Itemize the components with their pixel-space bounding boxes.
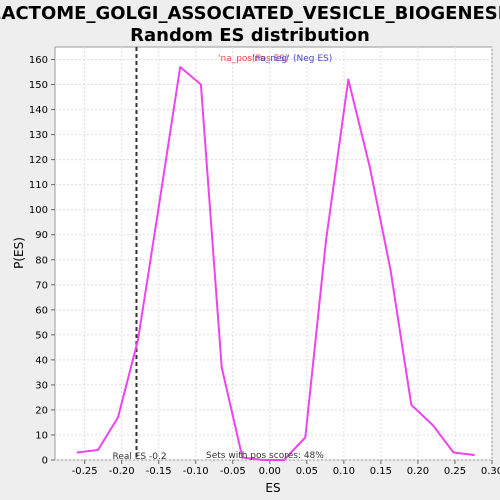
- y-tick-label: 100: [29, 205, 48, 216]
- series-point: [262, 459, 264, 461]
- series-point: [410, 404, 413, 406]
- y-tick-label: 120: [29, 155, 48, 166]
- x-tick-label: -0.05: [220, 466, 246, 477]
- legend-pos-es: (Pos ES): [252, 54, 289, 64]
- series-points: [76, 66, 476, 461]
- series-point: [304, 436, 307, 439]
- series-point: [368, 166, 371, 168]
- series-point: [389, 268, 392, 271]
- gridlines: [55, 47, 493, 461]
- x-tick-label: 0.15: [370, 466, 392, 477]
- series-point: [283, 459, 285, 461]
- y-tick-label: 10: [35, 430, 48, 441]
- y-tick-label: 130: [29, 130, 48, 141]
- x-axis-label: ES: [265, 481, 280, 495]
- y-tick-label: 150: [29, 80, 48, 91]
- chart-title-line2: Random ES distribution: [130, 25, 370, 46]
- legend-pos-name: 'na_pos': [218, 54, 255, 64]
- x-tick-label: 0.10: [333, 466, 355, 477]
- y-tick-label: 0: [42, 456, 48, 467]
- y-tick-label: 50: [35, 330, 48, 341]
- x-axis-ticks: -0.25 -0.20 -0.15 -0.10 -0.05 0.00 0.05 0.10 0.1…: [72, 460, 500, 477]
- legend-neg-es: (Neg ES): [293, 54, 332, 64]
- y-tick-label: 60: [35, 305, 48, 316]
- x-tick-label: 0.25: [444, 466, 466, 477]
- y-tick-label: 40: [35, 355, 48, 366]
- series-point: [431, 424, 434, 426]
- y-tick-label: 80: [35, 255, 48, 266]
- y-tick-label: 140: [29, 105, 48, 116]
- series-point: [137, 339, 139, 341]
- series-point: [157, 206, 160, 208]
- x-tick-label: 0.00: [259, 466, 281, 477]
- chart-title-line1: REACTOME_GOLGI_ASSOCIATED_VESICLE_BIOGEN…: [0, 3, 500, 24]
- y-tick-label: 110: [29, 180, 48, 191]
- es-distribution-line: [77, 66, 475, 461]
- y-tick-label: 160: [29, 55, 48, 66]
- y-axis-label: P(ES): [12, 237, 26, 269]
- series-point: [347, 78, 350, 81]
- series-point: [117, 416, 119, 419]
- x-tick-label: 0.30: [481, 466, 500, 477]
- legend-neg-name: 'na_neg': [252, 54, 290, 64]
- pos-scores-label: Sets with pos scores: 48%: [206, 451, 324, 461]
- x-tick-label: 0.20: [407, 466, 429, 477]
- y-tick-label: 70: [35, 280, 48, 291]
- series-point: [179, 66, 181, 68]
- x-tick-label: -0.10: [183, 466, 209, 477]
- x-tick-label: -0.20: [109, 466, 135, 477]
- legend: 'na_pos' (Pos ES) 'na_neg' (Neg ES): [218, 54, 332, 64]
- x-tick-label: -0.15: [146, 466, 172, 477]
- x-tick-label: -0.25: [72, 466, 98, 477]
- y-tick-label: 30: [35, 380, 48, 391]
- real-es-label: Real ES -0.2: [112, 452, 166, 462]
- y-tick-label: 20: [35, 405, 48, 416]
- series-point: [97, 449, 99, 451]
- series-point: [473, 454, 476, 456]
- plot-area: [54, 46, 493, 461]
- x-tick-label: 0.05: [296, 466, 318, 477]
- y-tick-label: 90: [35, 230, 48, 241]
- series-point: [325, 238, 327, 241]
- series-point: [76, 451, 79, 454]
- series-point: [200, 83, 202, 86]
- series-point: [452, 451, 455, 454]
- series-point: [241, 456, 244, 459]
- series-point: [220, 366, 223, 369]
- y-axis-ticks: 0 10 20 30 40 50 60 70 80 90 100 110 120 130 140 150 160: [29, 55, 55, 467]
